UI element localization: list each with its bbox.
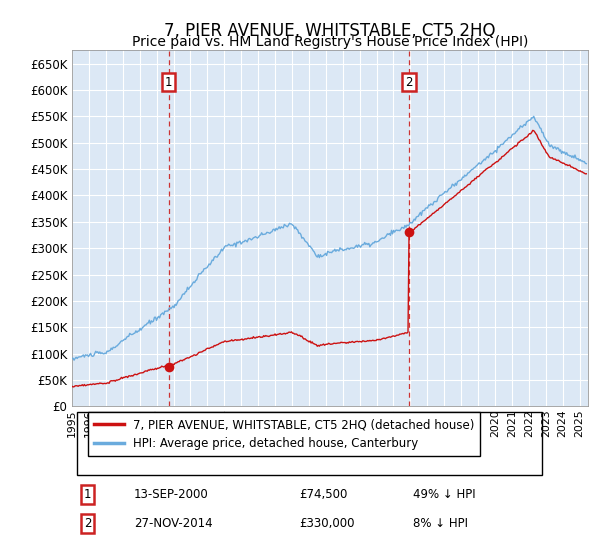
Text: 1: 1 [165,76,172,88]
Text: 13-SEP-2000: 13-SEP-2000 [134,488,209,501]
Text: 8% ↓ HPI: 8% ↓ HPI [413,517,467,530]
Title: Price paid vs. HM Land Registry's House Price Index (HPI): Price paid vs. HM Land Registry's House … [132,35,528,49]
Text: £330,000: £330,000 [299,517,355,530]
Text: 27-NOV-2014: 27-NOV-2014 [134,517,212,530]
Text: 1: 1 [84,488,91,501]
Text: 49% ↓ HPI: 49% ↓ HPI [413,488,475,501]
Text: 7, PIER AVENUE, WHITSTABLE, CT5 2HQ: 7, PIER AVENUE, WHITSTABLE, CT5 2HQ [164,22,496,40]
Text: 2: 2 [405,76,413,88]
Text: £74,500: £74,500 [299,488,347,501]
Legend: 7, PIER AVENUE, WHITSTABLE, CT5 2HQ (detached house), HPI: Average price, detach: 7, PIER AVENUE, WHITSTABLE, CT5 2HQ (det… [88,412,481,456]
Text: 2: 2 [84,517,91,530]
